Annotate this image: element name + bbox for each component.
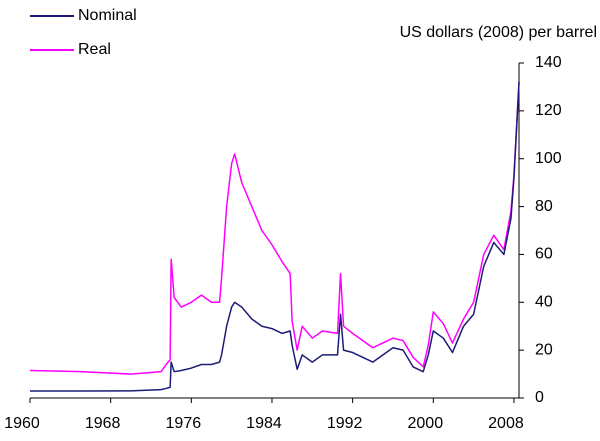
line-series	[29, 82, 520, 375]
y-tick-label: 80	[535, 198, 553, 215]
x-tick-label: 2008	[488, 415, 524, 432]
line-series	[30, 82, 520, 392]
x-tick-label: 1960	[4, 415, 40, 432]
y-tick-label: 100	[535, 150, 562, 167]
y-tick-label: 60	[535, 246, 553, 263]
legend-label: Real	[78, 41, 111, 58]
x-tick-label: 1976	[166, 415, 202, 432]
x-tick-label: 2000	[408, 415, 444, 432]
y-tick-label: 0	[535, 389, 544, 406]
x-tick-label: 1992	[327, 415, 363, 432]
y-axis-title: US dollars (2008) per barrel	[400, 24, 597, 41]
y-tick-label: 40	[535, 294, 553, 311]
x-tick-label: 1984	[246, 415, 282, 432]
x-tick-label: 1968	[85, 415, 121, 432]
legend-label: Nominal	[78, 7, 137, 24]
y-tick-label: 20	[535, 341, 553, 358]
y-tick-label: 120	[535, 102, 562, 119]
y-tick-label: 140	[535, 54, 562, 71]
